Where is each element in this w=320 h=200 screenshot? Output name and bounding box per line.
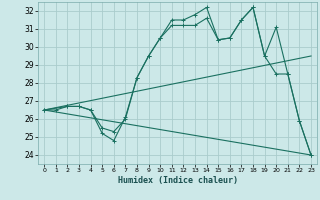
X-axis label: Humidex (Indice chaleur): Humidex (Indice chaleur) (118, 176, 238, 185)
